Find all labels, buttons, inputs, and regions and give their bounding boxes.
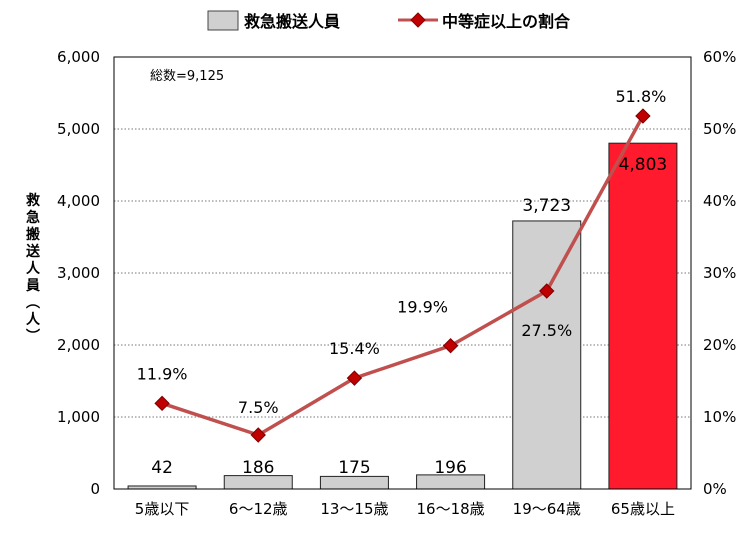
legend-bar-swatch bbox=[207, 10, 239, 31]
line-series bbox=[154, 108, 651, 443]
ratio-value-label: 19.9% bbox=[397, 298, 448, 317]
y-axis-title: 救急搬送人員︵人︶ bbox=[25, 192, 41, 345]
y-tick-label: 6,000 bbox=[57, 48, 100, 66]
y2-tick-label: 50% bbox=[703, 120, 736, 138]
legend-line-label: 中等症以上の割合 bbox=[442, 12, 571, 31]
y-tick-label: 4,000 bbox=[57, 192, 100, 210]
y2-tick-label: 40% bbox=[703, 192, 736, 210]
data-labels: 42 186 175 196 3,723 4,803 11.9% 7.5% 15.4% 19.9%… bbox=[137, 87, 668, 478]
ratio-value-label: 27.5% bbox=[521, 321, 572, 340]
bar-value-label: 3,723 bbox=[522, 196, 571, 216]
y2-tick-label: 60% bbox=[703, 48, 736, 66]
y2-tick-label: 0% bbox=[703, 480, 727, 498]
bar-value-label: 42 bbox=[151, 458, 173, 478]
ratio-marker bbox=[539, 283, 555, 299]
ratio-line bbox=[161, 115, 645, 437]
x-tick-label: 65歳以上 bbox=[611, 500, 675, 518]
bar-value-label: 186 bbox=[242, 458, 274, 478]
bar bbox=[512, 220, 582, 490]
y-tick-label: 5,000 bbox=[57, 120, 100, 138]
plot-area-border bbox=[113, 56, 692, 490]
y2-tick-label: 10% bbox=[703, 408, 736, 426]
bar-value-label: 196 bbox=[434, 458, 466, 478]
legend-line-marker bbox=[410, 12, 426, 28]
legend: 救急搬送人員 中等症以上の割合 bbox=[207, 10, 571, 31]
y-tick-label: 1,000 bbox=[57, 408, 100, 426]
x-tick-label: 19～64歳 bbox=[513, 500, 581, 518]
y2-tick-label: 30% bbox=[703, 264, 736, 282]
bar-value-label: 175 bbox=[338, 458, 370, 478]
ratio-marker bbox=[346, 370, 363, 386]
y-tick-label: 2,000 bbox=[57, 336, 100, 354]
x-tick-label: 16～18歳 bbox=[416, 500, 484, 518]
total-annotation: 総数=9,125 bbox=[150, 69, 224, 84]
x-tick-label: 13～15歳 bbox=[320, 500, 388, 518]
y-tick-label: 0 bbox=[90, 480, 100, 498]
bar bbox=[319, 475, 389, 490]
ratio-value-label: 7.5% bbox=[238, 398, 279, 417]
ratio-marker bbox=[250, 427, 266, 443]
legend-bar-label: 救急搬送人員 bbox=[244, 12, 340, 31]
bar-value-label: 4,803 bbox=[619, 155, 668, 175]
ratio-value-label: 11.9% bbox=[137, 364, 188, 383]
x-tick-label: 5歳以下 bbox=[135, 500, 190, 518]
ratio-value-label: 15.4% bbox=[329, 339, 380, 358]
ratio-marker bbox=[635, 108, 651, 124]
y-tick-label: 3,000 bbox=[57, 264, 100, 282]
x-tick-label: 6～12歳 bbox=[229, 500, 288, 518]
axis-ticks: 0 0% 1,000 10% 2,000 20% 3,000 30% 4,000 40% 5,000… bbox=[57, 48, 736, 518]
bar-series bbox=[127, 142, 678, 490]
bar bbox=[608, 142, 678, 490]
y2-tick-label: 20% bbox=[703, 336, 736, 354]
ratio-marker bbox=[442, 338, 459, 354]
grid-lines bbox=[114, 128, 691, 418]
ratio-marker bbox=[154, 395, 170, 412]
ratio-value-label: 51.8% bbox=[616, 87, 667, 106]
